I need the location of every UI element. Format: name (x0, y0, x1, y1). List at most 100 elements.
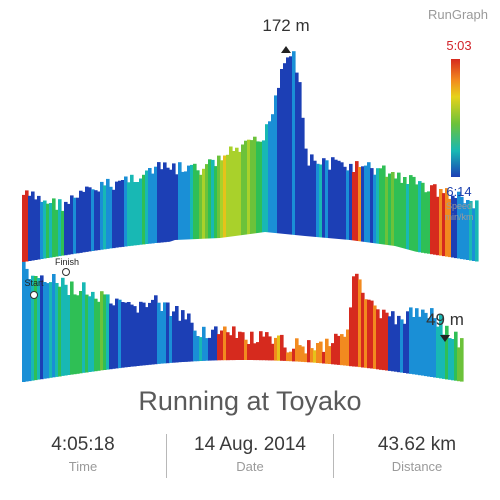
speed-segment (322, 158, 326, 241)
speed-segment (454, 198, 458, 259)
speed-segment (292, 348, 296, 362)
speed-segment (181, 310, 185, 362)
speed-segment (277, 335, 281, 361)
speed-segment (310, 154, 314, 240)
speed-segment (28, 195, 32, 261)
speed-segment (283, 347, 287, 361)
speed-segment (307, 340, 311, 363)
speed-segment (376, 309, 380, 370)
speed-segment (439, 314, 443, 379)
speed-segment (283, 63, 287, 239)
speed-segment (118, 299, 122, 369)
speed-segment (436, 196, 440, 256)
speed-segment (199, 174, 203, 240)
back-wall (22, 51, 479, 262)
speed-segment (130, 174, 134, 246)
speed-segment (460, 338, 464, 382)
speed-segment (82, 282, 86, 373)
speed-segment (31, 275, 35, 381)
speed-segment (139, 301, 143, 366)
speed-segment (58, 286, 62, 377)
speed-segment (220, 330, 224, 361)
speed-segment (52, 198, 56, 258)
speed-segment (235, 338, 239, 360)
speed-segment (97, 301, 101, 371)
speed-segment (58, 199, 62, 257)
speed-segment (433, 318, 437, 378)
speed-segment (79, 291, 83, 374)
stat-time-value: 4:05:18 (51, 434, 115, 455)
speed-segment (118, 180, 122, 248)
speed-segment (214, 326, 218, 361)
speed-segment (163, 302, 167, 364)
speed-segment (61, 277, 65, 376)
speed-segment (382, 165, 386, 248)
speed-segment (139, 178, 143, 245)
speed-segment (148, 302, 152, 365)
speed-segment (166, 302, 170, 364)
speed-segment (412, 176, 416, 252)
speed-segment (217, 334, 221, 361)
speed-segment (271, 114, 275, 239)
speed-segment (409, 175, 413, 251)
speed-segment (121, 302, 125, 368)
speed-segment (124, 302, 128, 368)
speed-segment (286, 57, 290, 239)
speed-segment (406, 311, 410, 374)
speed-segment (235, 147, 239, 239)
speed-segment (325, 338, 329, 364)
speed-segment (208, 159, 212, 239)
stat-distance: 43.62 km Distance (334, 432, 500, 476)
speed-segment (205, 164, 209, 240)
speed-segment (391, 172, 395, 249)
speed-segment (127, 182, 131, 247)
speed-segment (154, 166, 158, 243)
speed-segment (49, 282, 53, 378)
speed-segment (70, 195, 74, 255)
speed-segment (442, 193, 446, 257)
speed-segment (349, 307, 353, 367)
legend-fast-value: 5:03 (446, 38, 472, 53)
speed-segment (430, 185, 434, 255)
speed-segment (352, 276, 356, 367)
speed-segment (268, 336, 272, 361)
speed-segment (157, 162, 161, 243)
speed-segment (430, 308, 434, 377)
speed-segment (298, 345, 302, 362)
speed-segment (22, 194, 26, 262)
speed-segment (112, 305, 116, 369)
stat-date: 14 Aug. 2014 Date (167, 432, 333, 476)
speed-segment (460, 196, 464, 260)
finish-label: Finish (55, 257, 79, 267)
speed-segment (28, 279, 32, 382)
speed-segment (187, 165, 191, 241)
speed-segment (436, 326, 440, 378)
speed-segment (40, 275, 44, 380)
speed-segment (163, 162, 167, 243)
speed-segment (439, 189, 443, 256)
speed-segment (397, 172, 401, 250)
speed-segment (250, 331, 254, 360)
speed-segment (115, 298, 119, 369)
speed-segment (358, 279, 362, 368)
speed-segment (82, 191, 86, 253)
speed-segment (388, 173, 392, 248)
speed-segment (100, 291, 104, 371)
speed-segment (100, 181, 104, 250)
speed-segment (190, 322, 194, 362)
speed-segment (379, 168, 383, 247)
speed-segment (226, 332, 230, 361)
speed-segment (64, 284, 68, 376)
speed-segment (373, 305, 377, 369)
speed-segment (457, 191, 461, 259)
speed-segment (52, 274, 56, 378)
speed-segment (394, 178, 398, 249)
elevation-speed-graph[interactable]: 172 m 49 m Start Finish (0, 0, 500, 390)
speed-segment (301, 117, 305, 240)
speed-segment (76, 295, 80, 374)
speed-segment (331, 343, 335, 365)
speed-segment (166, 167, 170, 242)
speed-segment (25, 268, 29, 382)
speed-segment (361, 166, 365, 245)
speed-segment (391, 311, 395, 372)
